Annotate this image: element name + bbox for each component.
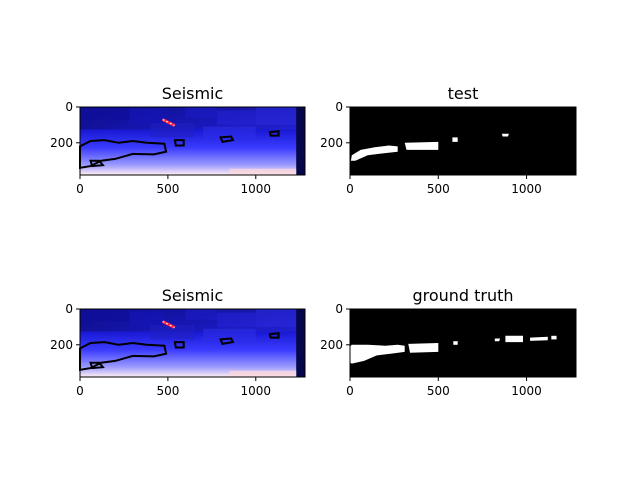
contour-line [79,341,168,371]
y-tick-label: 200 [320,338,343,352]
x-tick-label: 0 [76,384,84,398]
seismic-block [150,123,195,138]
axes-title: Seismic [162,84,224,103]
mask-region [350,344,405,364]
subplot-3: Seismic 0 500 1000 0 200 [50,286,306,398]
contour-line [268,130,280,137]
axes-title: Seismic [162,286,224,305]
y-tick-label: 0 [65,100,73,114]
seismic-block [255,107,302,125]
y-tick-label: 0 [65,302,73,316]
axes-title: ground truth [412,286,513,305]
x-tick-label: 1000 [511,384,542,398]
axes-frame [79,106,306,176]
seismic-block [203,126,256,140]
x-tick-label: 500 [427,384,450,398]
contour-line [219,135,235,144]
seismic-block [185,107,218,118]
x-tick-label: 0 [346,384,354,398]
axes-title: test [448,84,479,103]
x-tick-label: 0 [76,182,84,196]
contour-line [173,341,185,349]
contour-line [89,159,105,168]
seismic-block [255,309,302,327]
mask-region [404,141,439,150]
subplot-4: ground truth 0 500 1000 0 200 [320,286,577,398]
subplot-2: test 0 500 1000 0 200 [320,84,577,196]
x-tick-label: 500 [427,182,450,196]
seismic-block [80,107,130,120]
seismic-marker [161,320,176,329]
seismic-block [129,310,165,327]
mask-region [530,336,548,341]
x-tick-label: 0 [346,182,354,196]
mask-region [551,335,557,340]
contour-line [173,139,185,147]
seismic-block [217,312,256,327]
seismic-block [217,110,256,125]
seismic-bottom-band [229,370,297,377]
contour-line [219,337,235,346]
contour-line [89,361,105,370]
mask-region [452,137,458,142]
contour-line [79,139,168,169]
mask-region [453,341,458,345]
y-tick-label: 200 [50,338,73,352]
seismic-block [80,309,130,322]
seismic-edge [296,309,305,377]
mask-background [350,107,576,175]
axes-frame [349,308,577,378]
mask-region [350,145,398,161]
seismic-block [129,108,165,125]
subplot-1: Seismic 0 500 1000 0 200 [50,84,306,196]
mask-background [350,309,576,377]
mask-region [408,343,439,353]
y-tick-label: 200 [50,136,73,150]
y-tick-label: 0 [335,302,343,316]
mask-region [494,338,501,342]
x-tick-label: 1000 [241,384,272,398]
seismic-marker [161,118,176,127]
contour-line [268,332,280,339]
x-tick-label: 500 [156,384,179,398]
mask-region [501,133,509,137]
seismic-block [185,309,218,320]
seismic-bottom-band [229,168,297,175]
axes-frame [79,308,306,378]
y-tick-label: 200 [320,136,343,150]
x-tick-label: 1000 [241,182,272,196]
seismic-block [203,328,256,342]
seismic-edge [296,107,305,175]
seismic-block [150,325,195,340]
x-tick-label: 500 [156,182,179,196]
y-tick-label: 0 [335,100,343,114]
x-tick-label: 1000 [511,182,542,196]
axes-frame [349,106,577,176]
mask-region [505,335,523,343]
